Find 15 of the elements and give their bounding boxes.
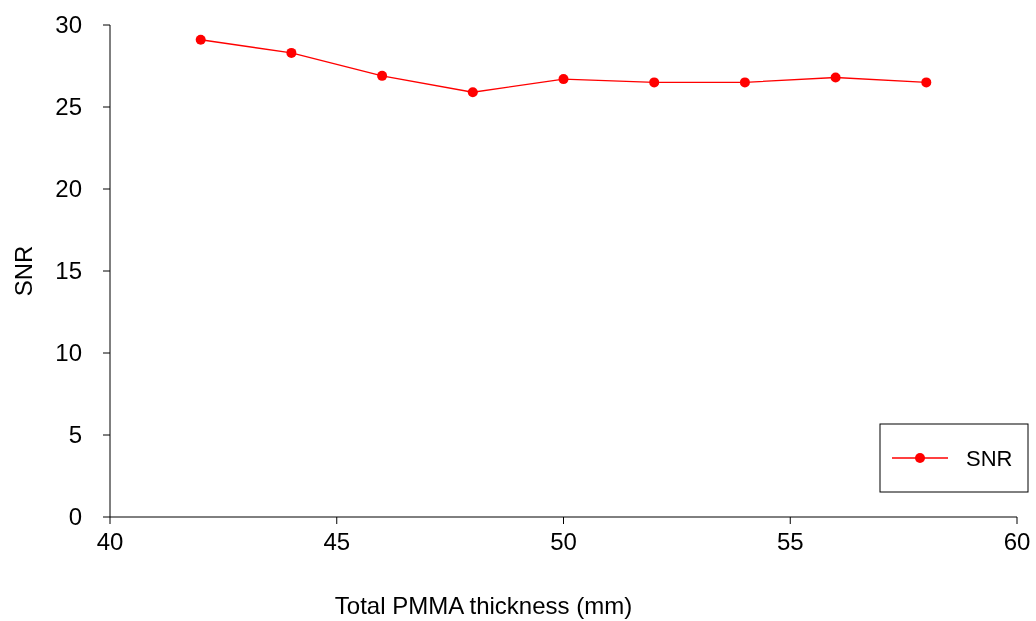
y-tick-label: 25 [55, 93, 82, 121]
y-tick-label: 30 [55, 11, 82, 39]
y-tick-label: 0 [68, 503, 82, 531]
x-tick-label: 60 [1003, 528, 1031, 555]
x-tick-label: 40 [96, 528, 124, 555]
y-axis-title: SNR [10, 245, 37, 297]
x-axis-title: Total PMMA thickness (mm) [334, 592, 633, 619]
x-tick-label: 45 [323, 528, 351, 555]
y-tick-label: 5 [68, 421, 82, 449]
y-tick-label: 15 [55, 257, 82, 285]
x-tick-label: 50 [550, 528, 577, 555]
x-tick-label: 55 [776, 528, 804, 555]
y-tick-label: 10 [55, 339, 82, 367]
legend-label: SNR [966, 445, 1013, 471]
y-tick-label: 20 [55, 175, 82, 203]
